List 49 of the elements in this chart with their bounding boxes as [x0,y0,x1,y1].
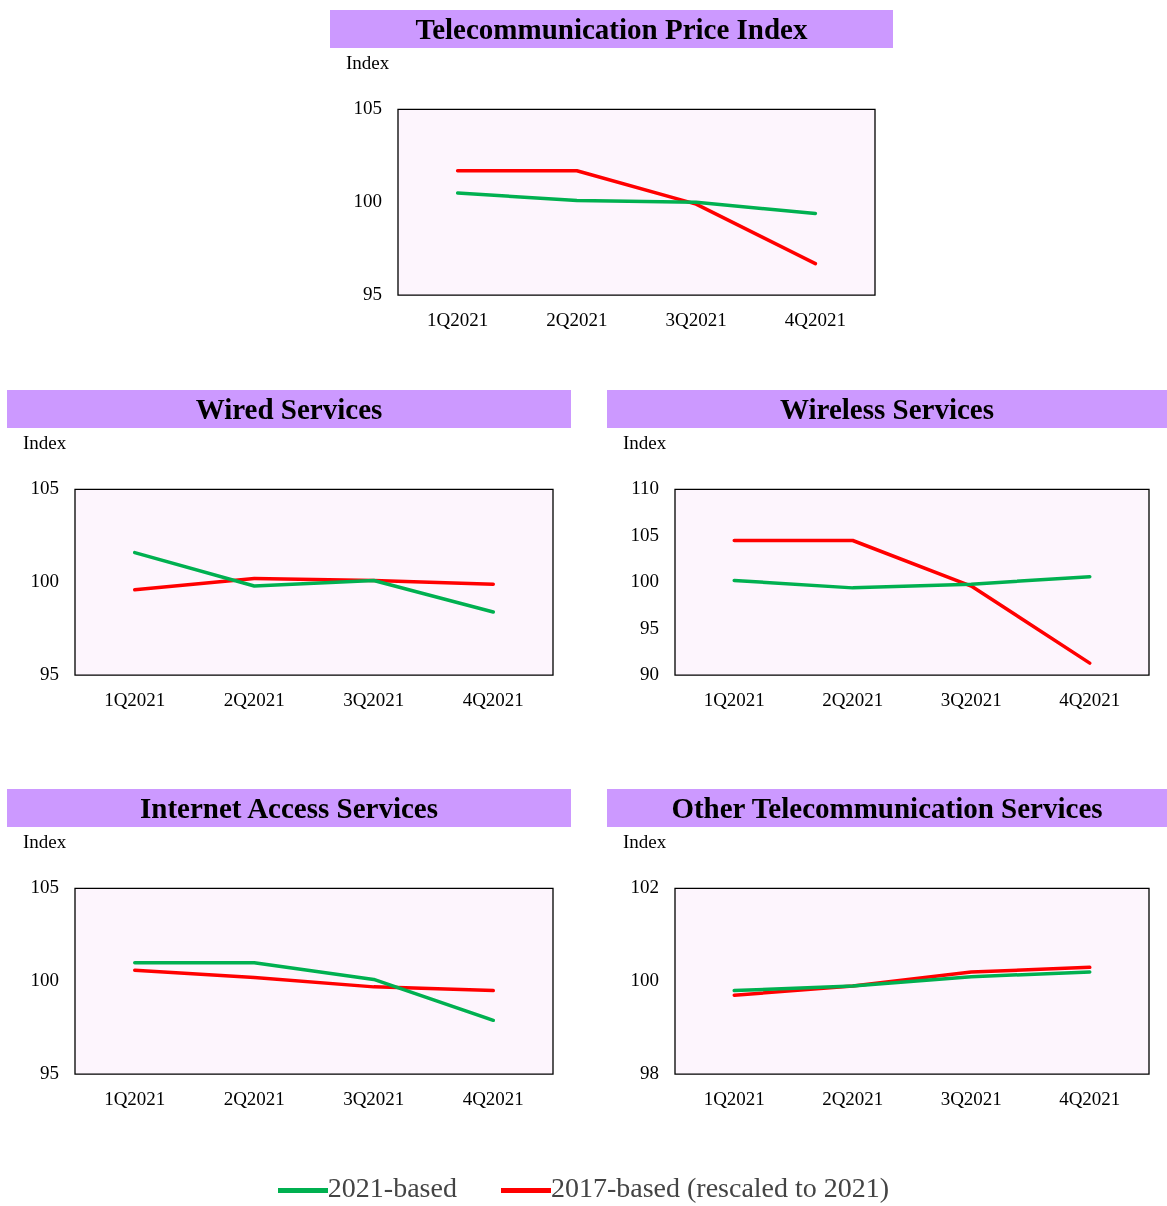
chart-title: Internet Access Services [7,789,571,827]
chart-title: Other Telecommunication Services [607,789,1167,827]
y-tick-label: 100 [353,190,382,212]
chart-title: Wireless Services [607,390,1167,428]
x-tick-label: 2Q2021 [822,688,884,710]
x-tick-label: 1Q2021 [104,1087,166,1109]
x-tick-label: 4Q2021 [784,308,846,330]
x-tick-label: 1Q2021 [703,688,765,710]
x-tick-label: 1Q2021 [703,1087,765,1109]
x-tick-label: 4Q2021 [1059,688,1121,710]
y-tick-label: 105 [630,523,659,545]
chart-title: Telecommunication Price Index [330,10,893,48]
y-tick-label: 100 [630,969,659,991]
legend-label: 2017-based (rescaled to 2021) [550,1172,890,1203]
x-tick-label: 3Q2021 [343,1087,405,1109]
x-tick-label: 4Q2021 [1059,1087,1121,1109]
y-axis-title: Index [623,831,667,853]
x-tick-label: 2Q2021 [546,308,608,330]
x-tick-label: 1Q2021 [427,308,489,330]
x-tick-label: 1Q2021 [104,688,166,710]
y-tick-label: 105 [353,97,382,119]
y-tick-label: 95 [40,663,59,685]
chart-title: Wired Services [7,390,571,428]
y-tick-label: 95 [363,283,382,305]
y-axis-title: Index [346,52,390,74]
y-tick-label: 100 [630,570,659,592]
y-axis-title: Index [623,432,667,454]
y-tick-label: 95 [640,616,659,638]
y-tick-label: 110 [631,477,659,499]
y-tick-label: 95 [40,1062,59,1084]
x-tick-label: 4Q2021 [462,688,524,710]
x-tick-label: 3Q2021 [940,688,1002,710]
x-tick-label: 2Q2021 [223,688,285,710]
x-tick-label: 3Q2021 [343,688,405,710]
y-tick-label: 100 [30,969,59,991]
y-tick-label: 105 [30,477,59,499]
y-tick-label: 100 [30,570,59,592]
x-tick-label: 4Q2021 [462,1087,524,1109]
x-tick-label: 3Q2021 [940,1087,1002,1109]
y-tick-label: 98 [640,1062,659,1084]
x-tick-label: 3Q2021 [665,308,727,330]
x-tick-label: 2Q2021 [223,1087,285,1109]
y-axis-title: Index [23,831,67,853]
y-tick-label: 90 [640,663,659,685]
y-axis-title: Index [23,432,67,454]
x-tick-label: 2Q2021 [822,1087,884,1109]
y-tick-label: 102 [630,876,659,898]
legend-label: 2021-based [327,1172,457,1203]
y-tick-label: 105 [30,876,59,898]
